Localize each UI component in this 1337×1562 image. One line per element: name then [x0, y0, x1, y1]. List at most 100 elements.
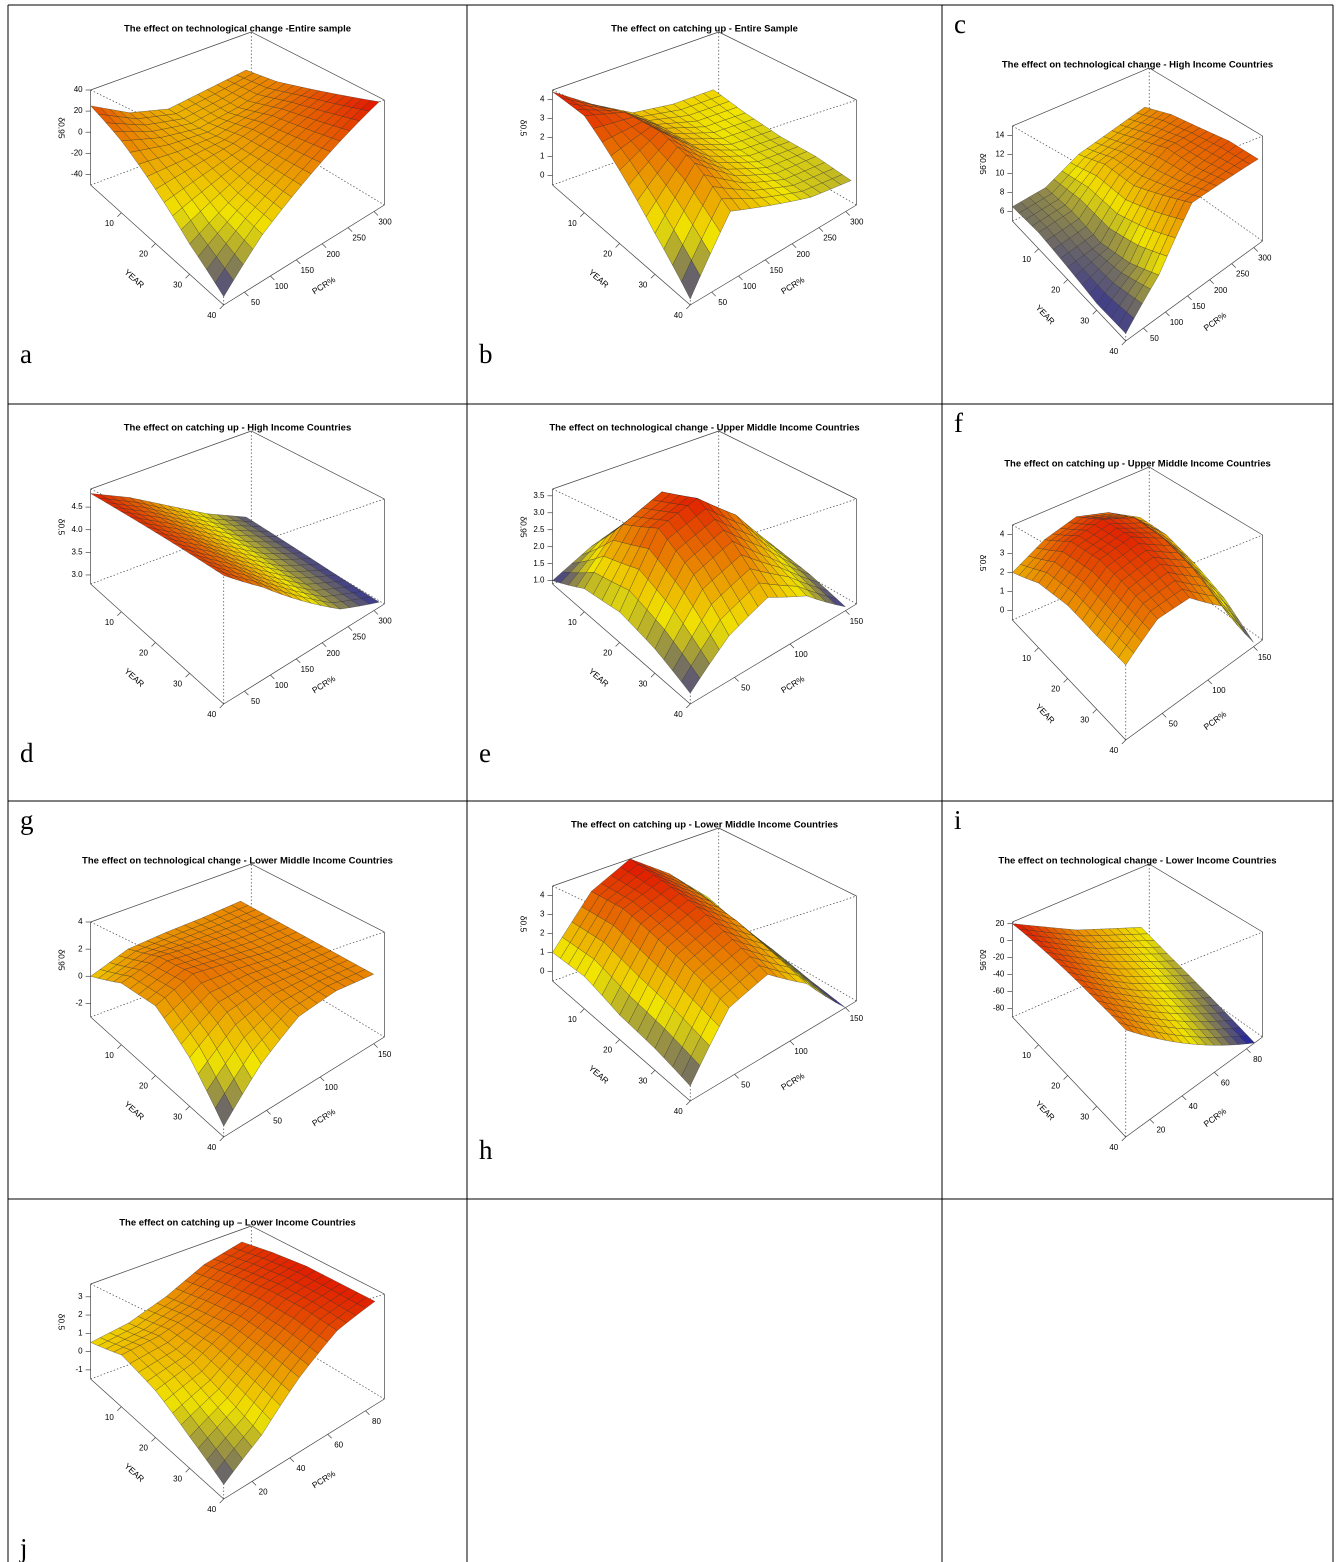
- chart-panel: The effect on technological change - Low…: [954, 805, 1277, 1152]
- y-tick-label: 200: [1214, 286, 1228, 295]
- z-tick-label: 20: [74, 106, 83, 115]
- x-tick-label: 30: [638, 679, 647, 688]
- x-tick-label: 40: [1109, 347, 1118, 356]
- y-tick-label: 40: [296, 1464, 305, 1473]
- y-tick-label: 50: [1169, 719, 1178, 728]
- z-tick-label: 0: [78, 971, 83, 980]
- y-tick: [347, 227, 353, 232]
- y-tick-label: 50: [251, 298, 260, 307]
- y-tick: [1143, 327, 1148, 333]
- chart-title: The effect on technological change - Low…: [998, 856, 1276, 867]
- y-tick-label: 250: [823, 234, 837, 243]
- z-tick-label: -60: [993, 987, 1005, 996]
- x-tick-label: 30: [638, 280, 647, 289]
- surface-facet: [215, 1460, 234, 1485]
- chart-panel: The effect on technological change - Hig…: [954, 9, 1273, 356]
- x-tick: [1092, 708, 1097, 714]
- y-tick: [270, 674, 275, 680]
- chart-title: The effect on technological change - Upp…: [549, 423, 859, 434]
- z-tick-label: 0: [78, 1347, 83, 1356]
- chart-panel: The effect on technological change -Enti…: [20, 24, 392, 370]
- z-tick-label: 0: [78, 127, 83, 136]
- x-tick: [185, 1105, 190, 1111]
- panel-label: j: [19, 1533, 28, 1562]
- z-tick-label: 4.5: [71, 502, 83, 511]
- box-edge: [1149, 863, 1263, 933]
- x-tick: [219, 703, 224, 709]
- z-tick-label: -40: [71, 170, 83, 179]
- y-tick-label: 300: [378, 218, 392, 227]
- y-tick-label: 250: [352, 633, 366, 642]
- box-edge: [223, 603, 385, 705]
- box-edge: [1012, 220, 1127, 342]
- y-tick: [711, 291, 716, 297]
- y-tick-label: 50: [718, 298, 727, 307]
- z-tick-label: 10: [995, 169, 1004, 178]
- z-tick-label: 2: [1000, 568, 1005, 577]
- z-axis-label: δ0.5: [518, 120, 528, 137]
- box-edge: [1149, 160, 1263, 242]
- y-tick-label: 200: [327, 649, 341, 658]
- x-tick: [1063, 279, 1068, 284]
- z-tick-label: 3.0: [71, 570, 83, 579]
- z-axis-label: δ0.5: [56, 1314, 66, 1331]
- y-tick-label: 150: [850, 1014, 864, 1023]
- z-tick-label: 1: [1000, 587, 1005, 596]
- x-tick: [219, 1136, 224, 1142]
- x-tick: [117, 1406, 122, 1411]
- z-axis-label: δ0.5: [56, 519, 66, 536]
- z-axis-label: δ0.5: [978, 555, 988, 572]
- x-tick: [219, 304, 224, 310]
- y-tick-label: 200: [327, 250, 341, 259]
- x-tick-label: 40: [207, 710, 216, 719]
- box-edge: [1149, 466, 1263, 536]
- y-tick: [365, 1410, 370, 1416]
- panel-label: e: [479, 738, 491, 768]
- x-tick-label: 10: [568, 1015, 577, 1024]
- x-tick: [1063, 678, 1068, 683]
- x-tick-label: 30: [1080, 316, 1089, 325]
- z-tick-label: 4: [78, 917, 83, 926]
- x-tick: [151, 243, 156, 248]
- box-edge: [1012, 1016, 1127, 1138]
- z-tick-label: 2.0: [533, 542, 545, 551]
- box-edge: [90, 863, 252, 923]
- box-edge: [223, 1036, 385, 1138]
- z-tick-label: 12: [995, 150, 1004, 159]
- y-tick-label: 50: [741, 1080, 750, 1089]
- y-tick-label: 300: [850, 218, 864, 227]
- y-tick-label: 150: [301, 266, 315, 275]
- z-tick-label: 4.0: [71, 525, 83, 534]
- y-tick: [845, 1007, 850, 1012]
- box-edge: [1149, 559, 1263, 641]
- y-tick-label: 80: [1253, 1055, 1262, 1064]
- x-tick-label: 10: [105, 1413, 114, 1422]
- x-tick-label: 40: [674, 710, 683, 719]
- box-edge: [552, 583, 691, 705]
- z-tick-label: -20: [71, 148, 83, 157]
- box-edge: [718, 430, 857, 500]
- box-edge: [251, 1225, 385, 1295]
- z-tick-label: 2: [540, 133, 545, 142]
- box-edge: [1125, 1036, 1263, 1138]
- y-tick-label: 200: [796, 250, 810, 259]
- x-tick: [650, 273, 656, 279]
- y-tick-label: 100: [794, 650, 808, 659]
- z-tick-label: -40: [993, 970, 1005, 979]
- y-tick-label: 100: [794, 1047, 808, 1056]
- x-tick-label: 20: [1051, 685, 1060, 694]
- surface-facet: [215, 1093, 234, 1127]
- x-tick-label: 40: [1109, 1143, 1118, 1152]
- z-tick-label: 1: [540, 152, 545, 161]
- box-edge: [90, 956, 252, 1018]
- x-tick: [615, 243, 620, 248]
- x-tick: [117, 611, 122, 616]
- y-tick: [244, 291, 249, 297]
- x-tick: [1121, 340, 1127, 346]
- box-edge: [90, 31, 252, 91]
- z-axis-label: δ0.95: [978, 153, 988, 175]
- z-axis-label: δ0.95: [518, 516, 528, 538]
- box-edge: [552, 980, 691, 1102]
- z-tick-label: 3.5: [533, 491, 545, 500]
- chart-panel: The effect on technological change - Low…: [20, 805, 393, 1152]
